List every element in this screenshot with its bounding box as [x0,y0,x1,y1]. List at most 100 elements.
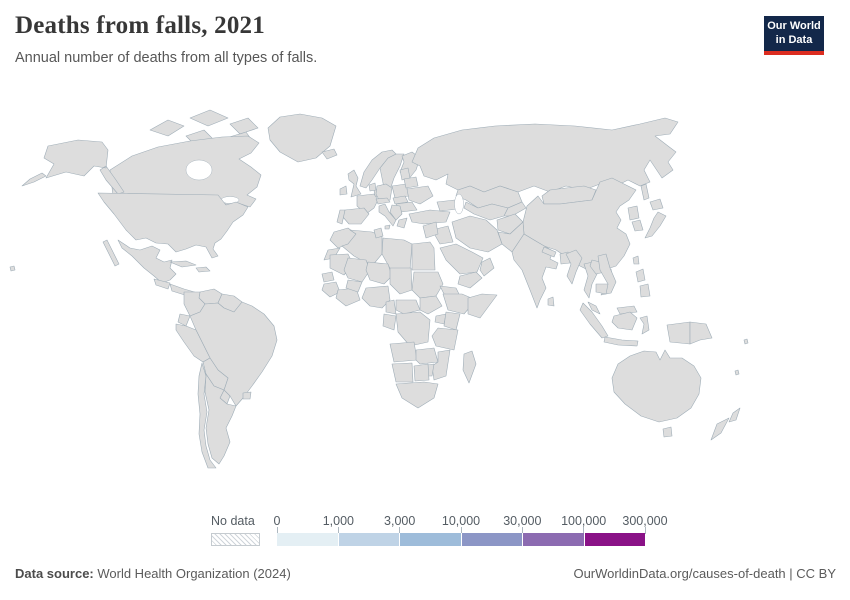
country-myanmar[interactable] [565,249,583,285]
legend-bin-swatch[interactable] [338,533,400,546]
country-japan[interactable] [644,198,667,239]
country-portugal[interactable] [336,209,346,225]
license-link[interactable]: OurWorldinData.org/causes-of-death | CC … [573,566,836,581]
country-namibia[interactable] [391,362,414,383]
legend-tick [521,527,523,534]
country-central-african-republic[interactable] [395,299,421,315]
country-belarus[interactable] [403,176,419,189]
country-papua-new-guinea[interactable] [689,321,713,345]
legend-bin-swatch[interactable] [523,533,585,546]
country-philippines[interactable] [635,268,651,298]
legend-bin-swatch[interactable] [400,533,462,546]
country-greece[interactable] [396,217,408,229]
country-united-states[interactable] [97,192,249,259]
country-greenland[interactable] [267,113,337,163]
country-norway[interactable] [359,149,397,189]
country-benelux[interactable] [368,182,377,192]
country-pacific-islands[interactable] [734,338,749,376]
legend-scale: 0 1,000 3,000 10,000 30,000 100,000 300,000 [273,514,668,548]
country-guatemala-honduras[interactable] [153,278,171,290]
country-south-africa[interactable] [395,381,439,409]
country-iran[interactable] [451,215,503,253]
legend-bin-swatch[interactable] [584,533,645,546]
country-vietnam[interactable] [597,253,617,296]
country-egypt[interactable] [411,241,436,271]
country-guinea[interactable] [321,281,341,298]
page-title: Deaths from falls, 2021 [15,12,265,39]
legend-no-data-label: No data [211,514,255,528]
legend-tick [583,527,585,534]
country-madagascar[interactable] [462,350,477,384]
country-ukraine[interactable] [406,185,434,205]
country-iceland[interactable] [321,148,338,160]
country-cambodia[interactable] [595,283,609,295]
country-nigeria[interactable] [361,285,391,309]
country-czechia-slovakia[interactable] [392,195,409,205]
legend-no-data: No data [211,514,260,546]
data-source-label: Data source: [15,566,94,581]
country-chad[interactable] [389,267,413,295]
legend-tick-label: 100,000 [561,514,607,528]
country-malaysia[interactable] [587,301,638,315]
legend-tick-label: 0 [273,514,281,528]
country-south-korea[interactable] [631,219,644,232]
country-botswana[interactable] [413,363,430,382]
legend-tick [276,527,278,534]
country-australia[interactable] [611,349,702,438]
legend-tick-labels: 0 1,000 3,000 10,000 30,000 100,000 300,000 [273,514,668,534]
country-alpine-states[interactable] [375,197,391,205]
country-drc[interactable] [395,311,431,347]
footer: Data source: World Health Organization (… [15,566,836,581]
country-somalia[interactable] [467,293,498,319]
country-new-zealand[interactable] [710,407,741,441]
country-ireland[interactable] [339,185,348,196]
country-germany[interactable] [375,183,393,203]
legend-tick-label: 3,000 [384,514,416,528]
country-angola[interactable] [389,341,418,363]
country-hawaii[interactable] [9,265,16,272]
country-mexico[interactable] [102,239,177,284]
country-sri-lanka[interactable] [547,296,555,307]
country-zambia[interactable] [415,347,439,365]
country-alaska[interactable] [21,139,125,195]
country-italy[interactable] [378,203,397,230]
country-sudan[interactable] [411,271,444,299]
country-uruguay[interactable] [242,391,252,400]
country-taiwan[interactable] [632,255,640,265]
map-legend: No data 0 1,000 3,000 10,000 30,000 100,000 30… [0,514,850,554]
country-indonesia[interactable] [579,302,691,347]
country-united-kingdom[interactable] [347,169,362,198]
country-burkina-faso[interactable] [345,279,363,293]
country-turkey[interactable] [408,209,451,225]
country-russia[interactable] [411,117,679,201]
country-syria-levant[interactable] [422,221,439,239]
country-spain[interactable] [341,207,370,225]
country-tanzania[interactable] [431,327,459,351]
country-south-sudan[interactable] [419,295,443,315]
country-yemen[interactable] [457,271,483,289]
country-tunisia[interactable] [373,227,384,239]
country-oman[interactable] [479,257,495,277]
legend-no-data-swatch[interactable] [211,533,260,546]
country-hispaniola[interactable] [195,266,211,273]
country-nepal[interactable] [541,246,557,258]
country-gabon-congo[interactable] [382,313,397,331]
country-argentina[interactable] [204,373,237,465]
country-ecuador[interactable] [177,313,191,327]
country-north-korea[interactable] [627,205,640,221]
country-senegal[interactable] [321,271,335,283]
legend-bin-swatch[interactable] [461,533,523,546]
page-subtitle: Annual number of deaths from all types o… [15,50,318,66]
country-niger[interactable] [365,261,393,285]
country-saudi-arabia[interactable] [439,243,484,275]
country-chile[interactable] [197,362,217,469]
country-cameroon[interactable] [385,299,397,315]
country-malawi-mozambique[interactable] [431,349,451,381]
country-kyrgyzstan-tajikistan[interactable] [503,201,527,217]
legend-bin-swatch[interactable] [277,533,339,546]
country-cuba[interactable] [169,260,197,268]
legend-tick [337,527,339,534]
owid-logo-line1: Our World [767,20,821,32]
country-kenya[interactable] [443,311,461,331]
country-balkans[interactable] [389,204,403,221]
